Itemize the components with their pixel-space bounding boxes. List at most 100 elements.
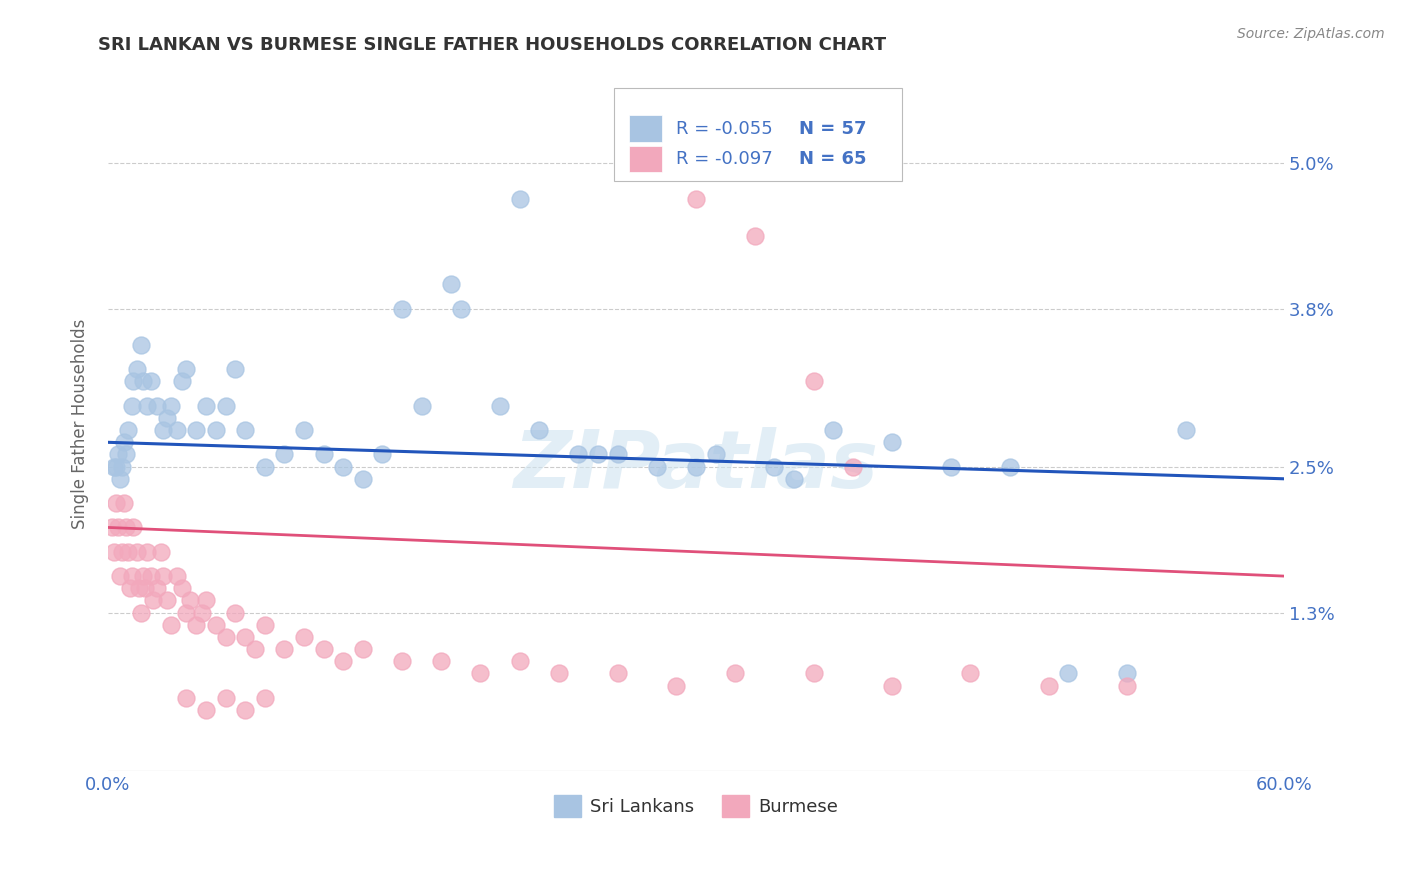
Point <box>233 703 256 717</box>
Point <box>122 520 145 534</box>
Point <box>606 447 628 461</box>
Point <box>352 642 374 657</box>
Point <box>273 447 295 461</box>
Point <box>159 617 181 632</box>
Point <box>103 545 125 559</box>
Point <box>1116 666 1139 681</box>
FancyBboxPatch shape <box>628 115 662 142</box>
Point <box>131 606 153 620</box>
Point <box>292 630 315 644</box>
Point <box>111 459 134 474</box>
Point <box>191 606 214 620</box>
Point <box>1116 679 1139 693</box>
Point <box>685 192 707 206</box>
Point <box>233 630 256 644</box>
Point <box>152 423 174 437</box>
Point <box>1175 423 1198 437</box>
Point <box>186 617 208 632</box>
Point <box>253 617 276 632</box>
FancyBboxPatch shape <box>628 145 662 172</box>
Point <box>121 399 143 413</box>
Legend: Sri Lankans, Burmese: Sri Lankans, Burmese <box>547 788 845 824</box>
Point <box>842 459 865 474</box>
Point <box>179 593 201 607</box>
FancyBboxPatch shape <box>613 87 901 181</box>
Point <box>783 472 806 486</box>
Point <box>131 338 153 352</box>
Point <box>959 666 981 681</box>
Point <box>803 666 825 681</box>
Point <box>243 642 266 657</box>
Point <box>112 435 135 450</box>
Point <box>332 654 354 668</box>
Point <box>470 666 492 681</box>
Point <box>233 423 256 437</box>
Point <box>1057 666 1080 681</box>
Point <box>204 423 226 437</box>
Point <box>704 447 727 461</box>
Point <box>107 520 129 534</box>
Point <box>450 301 472 316</box>
Point <box>114 520 136 534</box>
Point <box>103 459 125 474</box>
Point <box>823 423 845 437</box>
Point <box>273 642 295 657</box>
Point <box>107 447 129 461</box>
Point <box>142 593 165 607</box>
Point <box>108 569 131 583</box>
Point <box>132 375 155 389</box>
Point <box>744 228 766 243</box>
Point <box>111 545 134 559</box>
Point <box>998 459 1021 474</box>
Point <box>117 545 139 559</box>
Point <box>489 399 512 413</box>
Point <box>371 447 394 461</box>
Point <box>685 459 707 474</box>
Point <box>159 399 181 413</box>
Point <box>132 569 155 583</box>
Point <box>509 654 531 668</box>
Text: SRI LANKAN VS BURMESE SINGLE FATHER HOUSEHOLDS CORRELATION CHART: SRI LANKAN VS BURMESE SINGLE FATHER HOUS… <box>98 36 887 54</box>
Point <box>195 399 218 413</box>
Point <box>214 630 236 644</box>
Point <box>253 690 276 705</box>
Point <box>567 447 589 461</box>
Point <box>332 459 354 474</box>
Text: N = 65: N = 65 <box>800 150 868 168</box>
Point <box>195 703 218 717</box>
Point <box>803 375 825 389</box>
Point <box>440 277 463 292</box>
Point <box>1038 679 1060 693</box>
Point <box>172 375 194 389</box>
Point <box>529 423 551 437</box>
Point <box>134 581 156 595</box>
Point <box>166 423 188 437</box>
Point <box>152 569 174 583</box>
Point <box>195 593 218 607</box>
Point <box>139 569 162 583</box>
Point <box>127 362 149 376</box>
Point <box>292 423 315 437</box>
Point <box>176 362 198 376</box>
Point <box>156 411 179 425</box>
Point <box>606 666 628 681</box>
Point <box>122 375 145 389</box>
Point <box>139 375 162 389</box>
Point <box>411 399 433 413</box>
Point <box>509 192 531 206</box>
Point <box>547 666 569 681</box>
Point <box>939 459 962 474</box>
Point <box>214 690 236 705</box>
Point <box>104 459 127 474</box>
Point <box>312 642 335 657</box>
Point <box>101 520 124 534</box>
Point <box>104 496 127 510</box>
Point <box>166 569 188 583</box>
Point <box>665 679 688 693</box>
Point <box>186 423 208 437</box>
Point <box>127 545 149 559</box>
Point <box>352 472 374 486</box>
Point <box>880 435 903 450</box>
Point <box>391 301 413 316</box>
Point <box>136 545 159 559</box>
